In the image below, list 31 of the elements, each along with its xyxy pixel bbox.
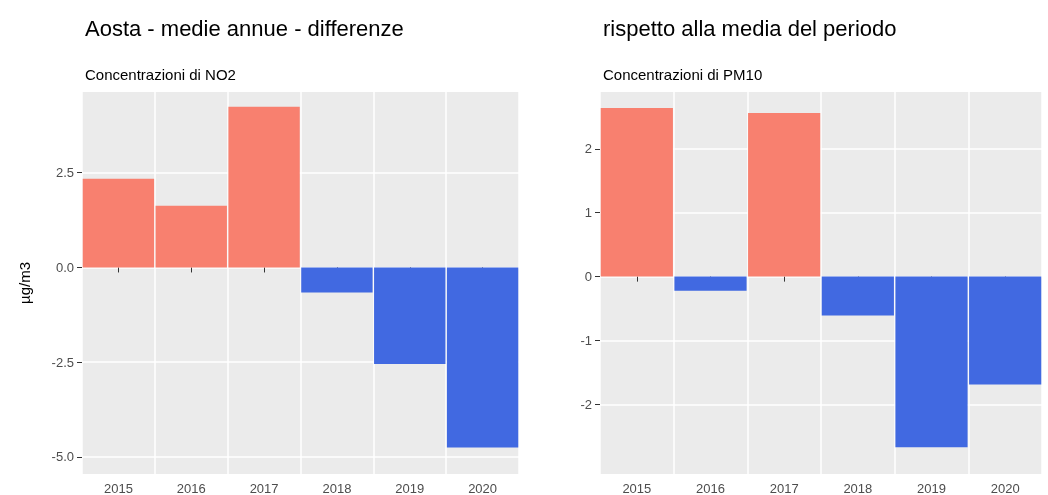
y-tick-label: 1: [584, 205, 592, 221]
y-tick-label: 0: [584, 269, 592, 285]
bar: [82, 178, 155, 268]
x-tick-label: 2018: [322, 481, 352, 495]
bar: [600, 107, 673, 277]
bar: [748, 113, 821, 277]
bar: [674, 276, 747, 291]
x-tick-label: 2016: [696, 481, 725, 495]
x-tick-label: 2019: [917, 481, 946, 495]
x-tick-label: 2018: [843, 481, 873, 495]
chart-subtitle: Concentrazioni di NO2: [85, 66, 236, 83]
x-tick-label: 2015: [622, 481, 652, 495]
y-tick-label: -2: [580, 396, 592, 412]
y-tick-label: -5.0: [51, 449, 74, 465]
chart-subtitle: Concentrazioni di PM10: [603, 66, 763, 83]
y-tick-label: 0.0: [55, 259, 74, 275]
x-tick-label: 2019: [395, 481, 425, 495]
x-tick-label: 2015: [103, 481, 133, 495]
y-tick-label: -2.5: [51, 354, 74, 370]
x-tick-label: 2016: [176, 481, 206, 495]
y-tick-label: 2: [584, 141, 592, 157]
chart-title: rispetto alla media del periodo: [603, 15, 897, 41]
x-tick-label: 2020: [468, 481, 498, 495]
y-tick-label: -1: [580, 332, 592, 348]
y-tick-label: 2.5: [55, 165, 74, 181]
y-axis-title: µg/m3: [16, 262, 33, 304]
chart-title: Aosta - medie annue - differenze: [85, 15, 404, 41]
x-tick-label: 2020: [990, 481, 1020, 495]
x-tick-label: 2017: [249, 481, 279, 495]
bar: [446, 267, 519, 448]
x-tick-label: 2017: [769, 481, 799, 495]
